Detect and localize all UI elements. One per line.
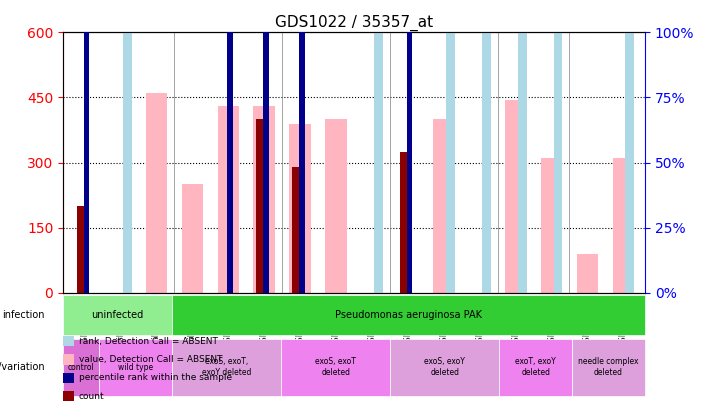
Text: control: control — [68, 362, 95, 372]
Bar — [182, 184, 203, 293]
Text: exoS, exoY
deleted: exoS, exoY deleted — [425, 358, 465, 377]
Bar — [374, 0, 383, 293]
Bar — [625, 0, 634, 293]
Bar — [256, 119, 265, 293]
FancyBboxPatch shape — [572, 339, 645, 396]
Bar — [325, 119, 347, 293]
Bar — [540, 158, 562, 293]
FancyBboxPatch shape — [172, 295, 645, 335]
FancyBboxPatch shape — [63, 295, 172, 335]
Bar — [433, 119, 454, 293]
Text: percentile rank within the sample: percentile rank within the sample — [79, 373, 231, 382]
Text: count: count — [79, 392, 104, 401]
Bar — [123, 0, 132, 293]
Text: value, Detection Call = ABSENT: value, Detection Call = ABSENT — [79, 355, 222, 364]
Text: needle complex
deleted: needle complex deleted — [578, 358, 639, 377]
Bar — [407, 0, 412, 293]
Bar — [292, 167, 301, 293]
FancyBboxPatch shape — [390, 339, 499, 396]
Bar — [264, 0, 268, 293]
Bar — [76, 206, 86, 293]
Text: exoT, exoY
deleted: exoT, exoY deleted — [515, 358, 556, 377]
FancyBboxPatch shape — [100, 339, 172, 396]
Text: wild type: wild type — [118, 362, 154, 372]
Text: infection: infection — [2, 310, 45, 320]
Bar — [290, 124, 311, 293]
FancyBboxPatch shape — [172, 339, 281, 396]
Text: exoS, exoT
deleted: exoS, exoT deleted — [315, 358, 356, 377]
FancyBboxPatch shape — [499, 339, 572, 396]
Text: exoS, exoT,
exoY deleted: exoS, exoT, exoY deleted — [202, 358, 252, 377]
Bar — [577, 254, 598, 293]
Bar — [554, 0, 562, 293]
Text: Pseudomonas aeruginosa PAK: Pseudomonas aeruginosa PAK — [335, 310, 482, 320]
Bar — [613, 158, 634, 293]
Bar — [146, 93, 168, 293]
Text: genotype/variation: genotype/variation — [0, 362, 45, 372]
Bar — [254, 106, 275, 293]
Bar — [400, 152, 409, 293]
Bar — [217, 106, 239, 293]
Bar — [517, 0, 526, 293]
FancyBboxPatch shape — [281, 339, 390, 396]
FancyBboxPatch shape — [63, 339, 100, 396]
Bar — [505, 100, 526, 293]
Bar — [299, 0, 305, 293]
Bar — [83, 0, 89, 293]
Bar — [482, 0, 491, 293]
Bar — [227, 0, 233, 293]
Title: GDS1022 / 35357_at: GDS1022 / 35357_at — [275, 15, 433, 31]
Bar — [446, 0, 455, 293]
Text: uninfected: uninfected — [92, 310, 144, 320]
Text: rank, Detection Call = ABSENT: rank, Detection Call = ABSENT — [79, 337, 217, 346]
